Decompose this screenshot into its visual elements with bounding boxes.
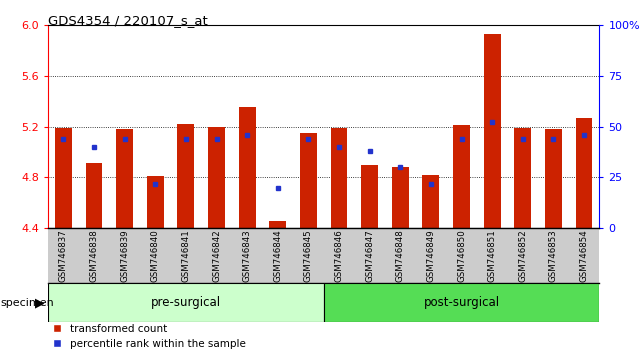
Bar <box>300 133 317 228</box>
Text: GSM746840: GSM746840 <box>151 229 160 282</box>
Text: GSM746854: GSM746854 <box>579 229 588 282</box>
Bar <box>392 167 409 228</box>
Legend: transformed count, percentile rank within the sample: transformed count, percentile rank withi… <box>53 324 246 349</box>
Bar <box>147 176 163 228</box>
Bar <box>208 127 225 228</box>
Text: specimen: specimen <box>1 298 54 308</box>
Bar <box>576 118 592 228</box>
Text: GSM746852: GSM746852 <box>519 229 528 282</box>
Bar <box>514 128 531 228</box>
Text: GSM746837: GSM746837 <box>59 229 68 282</box>
Text: pre-surgical: pre-surgical <box>151 296 221 309</box>
Text: GSM746847: GSM746847 <box>365 229 374 282</box>
Text: GSM746844: GSM746844 <box>273 229 282 282</box>
Text: GSM746853: GSM746853 <box>549 229 558 282</box>
Bar <box>453 125 470 228</box>
Bar <box>86 164 103 228</box>
Bar <box>324 283 599 322</box>
Text: GSM746849: GSM746849 <box>426 229 435 282</box>
Text: GSM746850: GSM746850 <box>457 229 466 282</box>
Text: GSM746848: GSM746848 <box>395 229 404 282</box>
Bar <box>422 175 439 228</box>
Text: GSM746845: GSM746845 <box>304 229 313 282</box>
Text: GSM746851: GSM746851 <box>488 229 497 282</box>
Bar <box>238 108 256 228</box>
Text: GDS4354 / 220107_s_at: GDS4354 / 220107_s_at <box>48 14 208 27</box>
Bar <box>116 129 133 228</box>
Text: GSM746846: GSM746846 <box>335 229 344 282</box>
Text: GSM746839: GSM746839 <box>120 229 129 282</box>
Bar <box>269 221 286 228</box>
Text: GSM746841: GSM746841 <box>181 229 190 282</box>
Bar <box>545 129 562 228</box>
Bar <box>331 128 347 228</box>
Bar <box>484 34 501 228</box>
Text: ▶: ▶ <box>35 296 45 309</box>
Bar <box>178 124 194 228</box>
Text: GSM746838: GSM746838 <box>90 229 99 282</box>
Text: GSM746843: GSM746843 <box>243 229 252 282</box>
Bar <box>48 283 324 322</box>
Bar <box>55 128 72 228</box>
Text: post-surgical: post-surgical <box>424 296 499 309</box>
Bar <box>362 165 378 228</box>
Text: GSM746842: GSM746842 <box>212 229 221 282</box>
